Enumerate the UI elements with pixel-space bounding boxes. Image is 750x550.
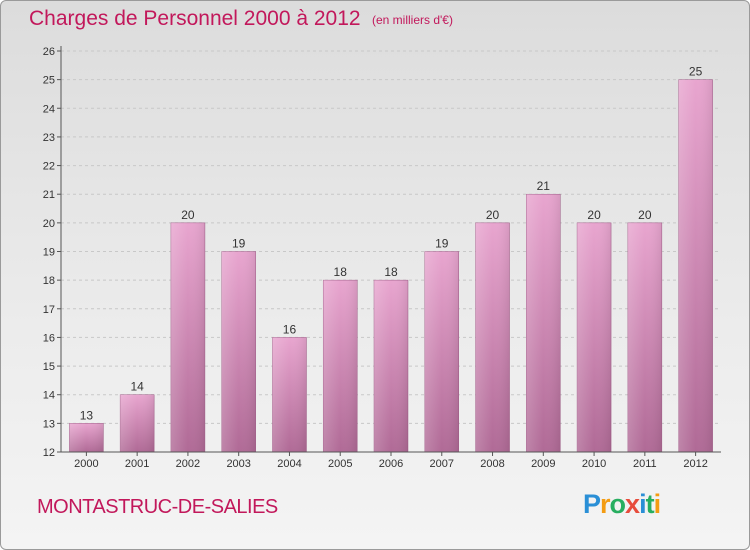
data-label: 13 [80,408,94,422]
y-tick-label: 25 [43,75,55,87]
proxiti-logo: Proxiti [583,489,661,520]
bar-shade [272,337,307,452]
bar-shade [221,251,256,452]
logo-letter: o [609,489,626,519]
logo-letter: i [639,489,646,519]
y-tick-label: 13 [43,418,55,430]
data-labels: 13 14 20 19 16 18 18 19 20 21 20 20 25 [80,65,703,423]
data-label: 21 [537,179,551,193]
logo-letter: r [600,489,610,519]
data-label: 19 [232,237,246,251]
bar-shade [69,423,104,452]
bars [69,79,713,453]
logo-letter: x [625,489,640,519]
x-tick-label: 2006 [379,458,403,470]
y-tick-label: 14 [43,390,55,402]
bar-shade [627,222,662,452]
y-tick-label: 19 [43,247,55,259]
y-tick-label: 24 [43,103,55,115]
bar-shade [120,394,155,452]
x-tick-label: 2007 [430,458,454,470]
x-tick-label: 2009 [531,458,555,470]
x-tick-label: 2000 [74,458,98,470]
x-tick-label: 2012 [683,458,707,470]
axes: 12 13 14 15 16 17 18 19 20 21 22 23 24 25 26 2000 2001 20… [43,46,721,470]
bar-shade [424,251,459,452]
y-tick-label: 23 [43,132,55,144]
logo-letter: t [645,489,655,519]
logo-letter: P [583,489,601,519]
bar-shade [475,222,510,452]
y-tick-label: 17 [43,304,55,316]
data-label: 18 [334,265,348,279]
bar-shade [577,222,612,452]
x-tick-label: 2010 [582,458,606,470]
data-label: 19 [435,237,449,251]
x-tick-label: 2002 [176,458,200,470]
x-tick-label: 2008 [480,458,504,470]
data-label: 20 [486,208,500,222]
y-tick-label: 22 [43,161,55,173]
data-label: 16 [283,322,297,336]
y-tick-label: 26 [43,46,55,58]
data-label: 20 [181,208,195,222]
y-tick-label: 20 [43,218,55,230]
chart-subtitle: (en milliers d'€) [372,13,453,27]
y-tick-label: 21 [43,189,55,201]
place-name: MONTASTRUC-DE-SALIES [37,496,278,518]
bar-shade [170,222,205,452]
x-tick-label: 2001 [125,458,149,470]
y-tick-label: 12 [43,447,55,459]
chart-title: Charges de Personnel 2000 à 2012 [29,7,361,30]
data-label: 20 [638,208,652,222]
bar-shade [526,194,561,452]
logo-letter: i [653,489,661,519]
data-label: 25 [689,65,703,79]
y-tick-label: 18 [43,275,55,287]
x-tick-label: 2004 [277,458,301,470]
data-label: 20 [587,208,601,222]
x-tick-label: 2003 [226,458,250,470]
bar-shade [323,280,358,452]
data-label: 14 [130,380,144,394]
x-tick-label: 2005 [328,458,352,470]
y-tick-label: 15 [43,361,55,373]
bar-shade [678,79,713,453]
bar-shade [374,280,408,452]
x-tick-label: 2011 [633,458,657,470]
y-tick-label: 16 [43,332,55,344]
data-label: 18 [384,265,398,279]
